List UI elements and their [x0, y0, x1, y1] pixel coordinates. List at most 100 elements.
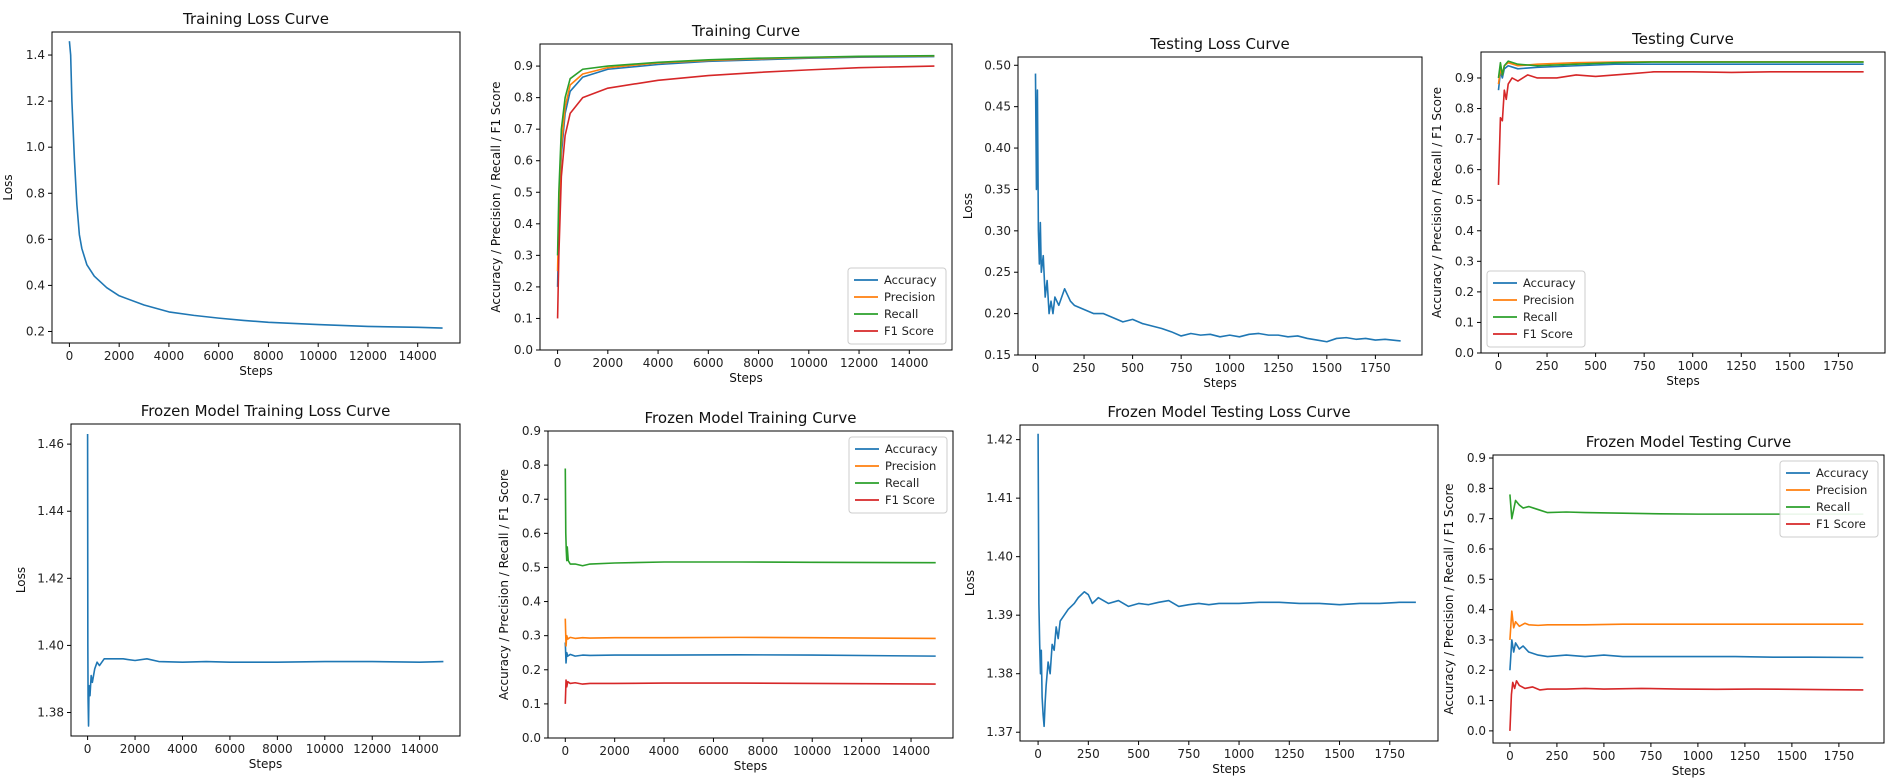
x-tick-label: 8000 [253, 349, 284, 363]
chart-title: Frozen Model Training Loss Curve [141, 402, 391, 420]
y-tick-label: 0.0 [1455, 346, 1474, 360]
x-axis-label: Steps [729, 371, 763, 385]
chart-title: Training Loss Curve [182, 10, 329, 28]
x-tick-label: 1750 [1823, 359, 1854, 373]
y-tick-label: 0.4 [26, 278, 45, 292]
y-tick-label: 0.4 [522, 595, 541, 609]
x-axis-label: Steps [239, 364, 273, 378]
x-tick-label: 1000 [1224, 747, 1255, 761]
series-line-accuracy [564, 642, 936, 664]
y-tick-label: 0.15 [984, 348, 1011, 362]
y-tick-label: 0.2 [1455, 285, 1474, 299]
y-tick-label: 1.39 [986, 608, 1013, 622]
y-tick-label: 0.4 [514, 217, 533, 231]
y-tick-label: 0.6 [1455, 163, 1474, 177]
x-axis-label: Steps [734, 759, 768, 773]
y-tick-label: 0.7 [514, 122, 533, 136]
legend-label: Accuracy [1816, 466, 1869, 480]
x-axis-label: Steps [1203, 376, 1237, 390]
series-line-f1-score [564, 679, 936, 704]
y-tick-label: 0.45 [984, 100, 1011, 114]
x-axis-label: Steps [1212, 762, 1246, 776]
chart-title: Frozen Model Testing Loss Curve [1107, 403, 1350, 421]
y-tick-label: 1.46 [37, 437, 64, 451]
y-tick-label: 0.8 [522, 458, 541, 472]
x-tick-label: 1500 [1777, 749, 1808, 763]
series-line-precision [1509, 610, 1864, 640]
x-tick-label: 10000 [793, 744, 831, 758]
y-tick-label: 1.44 [37, 504, 64, 518]
y-tick-label: 0.9 [522, 424, 541, 438]
y-tick-label: 0.2 [1467, 663, 1486, 677]
y-tick-label: 1.38 [37, 706, 64, 720]
y-tick-label: 0.7 [1467, 512, 1486, 526]
x-tick-label: 10000 [790, 356, 828, 370]
chart-frozen-test-loss: 0 250 500 750 1000 1250 1500 1750 1.37 1.38 1.39 1.… [963, 403, 1439, 776]
x-tick-label: 6000 [693, 356, 724, 370]
legend-box [847, 267, 947, 345]
legend-label: F1 Score [885, 493, 935, 507]
x-tick-label: 750 [1177, 747, 1200, 761]
y-tick-label: 0.5 [1467, 572, 1486, 586]
plot-frame [70, 423, 461, 737]
y-tick-label: 0.6 [522, 526, 541, 540]
series-line-recall [564, 468, 936, 567]
y-tick-label: 0.20 [984, 307, 1011, 321]
legend-label: Accuracy [885, 442, 938, 456]
x-tick-label: 500 [1121, 361, 1144, 375]
x-tick-label: 0 [66, 349, 74, 363]
y-tick-label: 0.2 [522, 663, 541, 677]
x-tick-label: 1250 [1274, 747, 1305, 761]
legend: Accuracy Precision Recall F1 Score [847, 267, 947, 345]
chart-frozen-train-curve: 0 2000 4000 6000 8000 10000 12000 14000 0.0 0.1 0.… [497, 409, 954, 773]
x-tick-label: 12000 [353, 742, 391, 756]
x-tick-label: 14000 [401, 742, 439, 756]
x-tick-label: 0 [554, 356, 562, 370]
legend-label: Recall [885, 476, 919, 490]
y-tick-label: 1.4 [26, 48, 45, 62]
y-tick-label: 0.0 [1467, 724, 1486, 738]
x-tick-label: 4000 [154, 349, 185, 363]
x-tick-label: 1000 [1214, 361, 1245, 375]
legend-label: Precision [1523, 293, 1574, 307]
y-tick-label: 0.35 [984, 182, 1011, 196]
y-tick-label: 0.4 [1455, 224, 1474, 238]
x-tick-label: 10000 [299, 349, 337, 363]
series-line-loss [1034, 73, 1401, 343]
legend-box [848, 436, 948, 514]
y-tick-label: 0.9 [514, 59, 533, 73]
y-tick-label: 0.30 [984, 224, 1011, 238]
y-tick-label: 0.8 [514, 91, 533, 105]
y-tick-label: 0.5 [514, 185, 533, 199]
x-tick-label: 0 [1506, 749, 1514, 763]
y-tick-label: 1.2 [26, 94, 45, 108]
y-tick-label: 0.8 [1467, 481, 1486, 495]
x-tick-label: 4000 [649, 744, 680, 758]
x-tick-label: 250 [1536, 359, 1559, 373]
y-tick-label: 1.41 [986, 491, 1013, 505]
y-tick-label: 0.1 [1467, 694, 1486, 708]
x-tick-label: 1500 [1775, 359, 1806, 373]
y-axis-label: Loss [961, 193, 975, 219]
x-tick-label: 14000 [892, 744, 930, 758]
x-tick-label: 0 [84, 742, 92, 756]
y-tick-label: 0.5 [1455, 193, 1474, 207]
chart-title: Frozen Model Testing Curve [1586, 433, 1792, 451]
y-tick-label: 0.8 [1455, 102, 1474, 116]
x-tick-label: 500 [1584, 359, 1607, 373]
x-tick-label: 1750 [1374, 747, 1405, 761]
x-tick-label: 1750 [1360, 361, 1391, 375]
x-tick-label: 4000 [167, 742, 198, 756]
y-tick-label: 0.3 [1455, 254, 1474, 268]
chart-frozen-test-curve: 0 250 500 750 1000 1250 1500 1750 0.0 0.1 0.2 0.3 0.… [1442, 433, 1885, 778]
x-tick-label: 1250 [1726, 359, 1757, 373]
y-tick-label: 0.3 [522, 629, 541, 643]
x-tick-label: 6000 [698, 744, 729, 758]
x-tick-label: 1000 [1677, 359, 1708, 373]
series-line-loss [1037, 433, 1416, 728]
chart-frozen-train-loss: 0 2000 4000 6000 8000 10000 12000 14000 1.38 1.40… [14, 402, 461, 771]
plot-frame [1017, 56, 1423, 356]
y-axis-label: Accuracy / Precision / Recall / F1 Score [1442, 483, 1456, 714]
x-axis-label: Steps [1672, 764, 1706, 778]
